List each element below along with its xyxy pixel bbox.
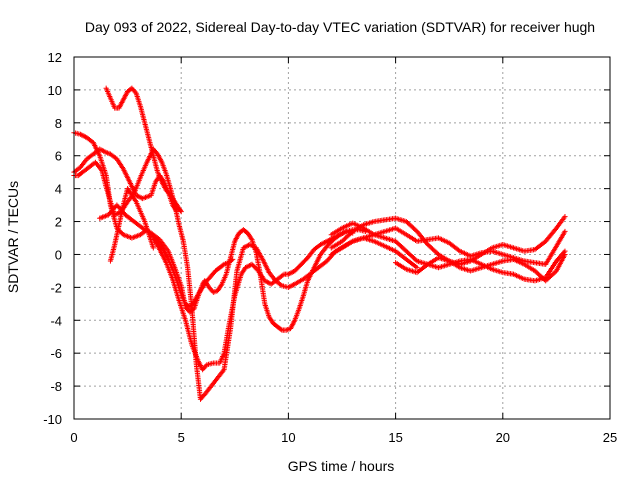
data-point bbox=[434, 250, 440, 256]
y-tick-label: -6 bbox=[50, 346, 62, 361]
y-tick-label: 6 bbox=[55, 149, 62, 164]
y-tick-label: 2 bbox=[55, 215, 62, 230]
x-tick-label: 20 bbox=[496, 430, 510, 445]
y-tick-label: -8 bbox=[50, 379, 62, 394]
series-trace-7 bbox=[152, 235, 236, 310]
data-point bbox=[138, 224, 144, 230]
y-tick-label: -10 bbox=[43, 412, 62, 427]
y-tick-label: 10 bbox=[48, 83, 62, 98]
x-tick-label: 0 bbox=[70, 430, 77, 445]
data-point bbox=[174, 209, 180, 215]
data-point bbox=[562, 214, 568, 220]
series-trace-4 bbox=[71, 146, 180, 215]
series-trace-10 bbox=[328, 225, 568, 267]
plot-frame bbox=[73, 56, 611, 420]
data-point bbox=[230, 256, 236, 262]
x-tick-label: 10 bbox=[281, 430, 295, 445]
x-tick-label: 25 bbox=[603, 430, 617, 445]
data-point bbox=[278, 326, 284, 332]
grid bbox=[74, 57, 610, 419]
data-point bbox=[414, 265, 420, 271]
y-tick-label: 0 bbox=[55, 247, 62, 262]
series-trace-3 bbox=[71, 146, 420, 402]
y-tick-label: -4 bbox=[50, 313, 62, 328]
series-trace-8 bbox=[328, 220, 568, 284]
y-tick-label: 12 bbox=[48, 50, 62, 65]
series-trace-6 bbox=[107, 186, 156, 264]
y-tick-label: -2 bbox=[50, 280, 62, 295]
data-point bbox=[562, 228, 568, 235]
data-point bbox=[177, 207, 184, 214]
x-tick-label: 15 bbox=[388, 430, 402, 445]
data-points bbox=[71, 85, 568, 402]
data-point bbox=[413, 257, 419, 263]
series-trace-11 bbox=[393, 251, 568, 284]
y-tick-label: 8 bbox=[55, 116, 62, 131]
data-point bbox=[228, 257, 235, 263]
chart-title: Day 093 of 2022, Sidereal Day-to-day VTE… bbox=[85, 19, 595, 35]
data-point bbox=[150, 245, 156, 251]
data-point bbox=[413, 227, 419, 233]
axis-ticks: 0 5 10 15 20 25 -10 -8 -6 -4 -2 0 2 4 6 8 10 12 bbox=[43, 50, 617, 445]
x-tick-label: 5 bbox=[178, 430, 185, 445]
y-axis-label: SDTVAR / TECUs bbox=[5, 181, 21, 293]
data-point bbox=[348, 229, 355, 236]
series-trace-9 bbox=[328, 214, 568, 267]
data-point bbox=[562, 251, 568, 258]
y-tick-label: 4 bbox=[55, 182, 62, 197]
x-axis-label: GPS time / hours bbox=[288, 458, 395, 474]
